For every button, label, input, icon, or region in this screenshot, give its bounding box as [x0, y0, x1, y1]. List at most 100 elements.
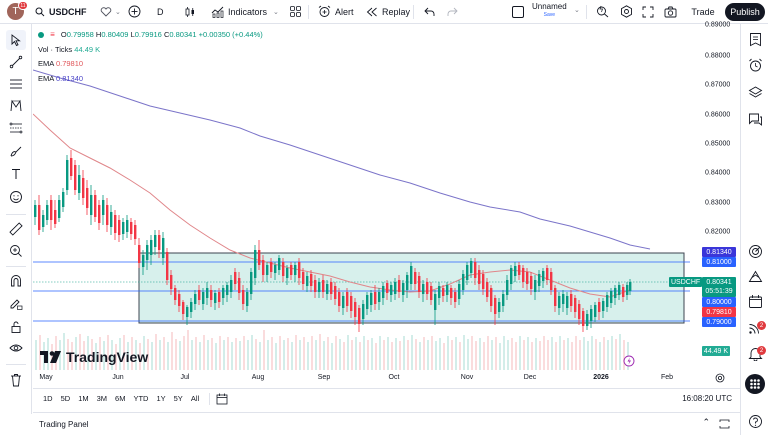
volume-legend[interactable]: Vol · Ticks 44.49 K: [38, 44, 101, 54]
tv-logo-icon: [40, 351, 61, 363]
divider: [6, 266, 26, 267]
interval-button[interactable]: D: [157, 6, 164, 17]
brush-tool[interactable]: [6, 141, 26, 161]
measure-tool[interactable]: [6, 219, 26, 239]
fullscreen-button[interactable]: [638, 0, 658, 24]
chevron-up-icon[interactable]: ⌃: [702, 417, 710, 427]
prediction-tool[interactable]: [6, 118, 26, 138]
ema-slow-legend[interactable]: EMA 0.81340: [38, 73, 84, 83]
pattern-tool[interactable]: [6, 96, 26, 116]
ema-fast-price-tag: 0.79810: [702, 307, 736, 317]
maximize-panel-icon[interactable]: [719, 419, 730, 429]
text-tool[interactable]: [6, 164, 26, 184]
range-all[interactable]: All: [190, 394, 200, 403]
ideas-button[interactable]: [746, 267, 764, 285]
object-tree-button[interactable]: [746, 83, 764, 101]
quick-search-icon: [597, 5, 609, 18]
help-circle-icon: [748, 414, 762, 428]
candlesticks: [34, 150, 632, 332]
lock-all-tool[interactable]: [6, 317, 26, 337]
replay-button[interactable]: Replay: [362, 0, 414, 24]
settings-button[interactable]: [616, 0, 637, 24]
news-badge: 2: [757, 321, 766, 330]
range-1d[interactable]: 1D: [43, 394, 53, 403]
range-6m[interactable]: 6M: [115, 394, 126, 403]
indicators-button[interactable]: Indicators ⌄: [207, 0, 283, 24]
range-ytd[interactable]: YTD: [133, 394, 149, 403]
range-3m[interactable]: 3M: [96, 394, 108, 403]
pattern-icon: [10, 99, 22, 112]
chats-button[interactable]: [746, 110, 764, 128]
help-button[interactable]: [746, 412, 764, 430]
add-symbol-button[interactable]: [124, 0, 145, 24]
lock-drawings-tool[interactable]: [6, 294, 26, 314]
layout-square-icon[interactable]: [512, 6, 524, 18]
axis-settings-gear-icon[interactable]: [715, 373, 725, 383]
undo-button[interactable]: [420, 0, 439, 24]
products-menu-button[interactable]: [745, 374, 765, 394]
range-5y[interactable]: 5Y: [173, 394, 183, 403]
unlock-icon: [11, 321, 21, 333]
symbol-search[interactable]: USDCHF: [35, 0, 87, 24]
range-5d[interactable]: 5D: [60, 394, 71, 403]
ema-fast-legend[interactable]: EMA 0.79810: [38, 59, 84, 68]
divider: [209, 392, 211, 405]
alert-button[interactable]: Alert: [314, 0, 358, 24]
price-change: +0.00350 (+0.44%): [198, 30, 263, 39]
chat-icon: [748, 113, 762, 126]
time-axis[interactable]: May Jun Jul Aug Sep Oct Nov Dec 2026 Feb: [33, 370, 740, 386]
grid-dots-icon: [750, 379, 760, 389]
rss-feed-icon: [748, 323, 759, 334]
pencil-lock-icon: [10, 299, 23, 310]
go-to-date-calendar-icon[interactable]: [216, 393, 228, 405]
trade-button[interactable]: Trade: [691, 7, 715, 17]
cursor-tool[interactable]: [6, 30, 26, 50]
layout-name-button[interactable]: Unnamed Save: [532, 2, 567, 18]
range-1y[interactable]: 1Y: [156, 394, 166, 403]
trading-panel-bar[interactable]: Trading Panel ⌃: [33, 412, 740, 435]
alerts-panel-button[interactable]: [746, 56, 764, 74]
redo-button[interactable]: [443, 0, 462, 24]
notifications-badge: 2: [757, 346, 766, 355]
magnet-tool[interactable]: [6, 271, 26, 291]
ohlc-row: ≡ O0.79958 H0.80409 L0.79916 C0.80341 +0…: [38, 28, 263, 43]
chevron-down-icon: ⌄: [273, 8, 279, 16]
watchlist-button[interactable]: [746, 30, 764, 48]
rewind-icon: [366, 7, 377, 16]
symbol-name: USDCHF: [49, 7, 87, 17]
range-1m[interactable]: 1M: [78, 394, 89, 403]
calendar-button[interactable]: [746, 292, 764, 310]
chart-type-button[interactable]: [180, 0, 200, 24]
forecast-icon: [9, 122, 23, 134]
hide-drawings-tool[interactable]: [6, 339, 26, 359]
ema-slow-price-tag: 0.81340: [702, 247, 736, 257]
hline-price-tag: 0.79000: [702, 317, 736, 327]
clock-timezone[interactable]: 16:08:20 UTC: [682, 394, 732, 403]
screener-button[interactable]: [746, 242, 764, 260]
publish-button[interactable]: Publish: [725, 3, 765, 21]
trend-line-tool[interactable]: [6, 52, 26, 72]
layers-icon: [748, 85, 762, 98]
range-rectangle: [138, 252, 685, 324]
remove-drawings-tool[interactable]: [6, 370, 26, 390]
trading-panel-tab[interactable]: Trading Panel: [39, 419, 89, 429]
price-chart[interactable]: [33, 25, 740, 370]
tradingview-logo[interactable]: TradingView: [40, 349, 148, 365]
chart-legend: ≡ O0.79958 H0.80409 L0.79916 C0.80341 +0…: [38, 28, 263, 86]
compare-dropdown[interactable]: ⌄: [96, 0, 125, 24]
volume-tag: 44.49 K: [702, 346, 730, 356]
screenshot-button[interactable]: [660, 0, 681, 24]
text-icon: [12, 169, 20, 179]
price-axis[interactable]: 0.89000 0.88000 0.87000 0.86000 0.85000 …: [690, 22, 740, 370]
chevron-down-icon[interactable]: ⌄: [574, 7, 580, 14]
fib-retracement-tool[interactable]: [6, 74, 26, 94]
emoji-tool[interactable]: [6, 187, 26, 207]
quick-search-button[interactable]: [592, 0, 613, 24]
layouts-button[interactable]: [286, 0, 305, 24]
radar-icon: [748, 244, 762, 258]
zoom-in-tool[interactable]: [6, 241, 26, 261]
news-button[interactable]: [746, 318, 764, 336]
divider: [6, 214, 26, 215]
flag-icon[interactable]: ≡: [50, 30, 55, 39]
ema-fast-line: [33, 113, 631, 298]
